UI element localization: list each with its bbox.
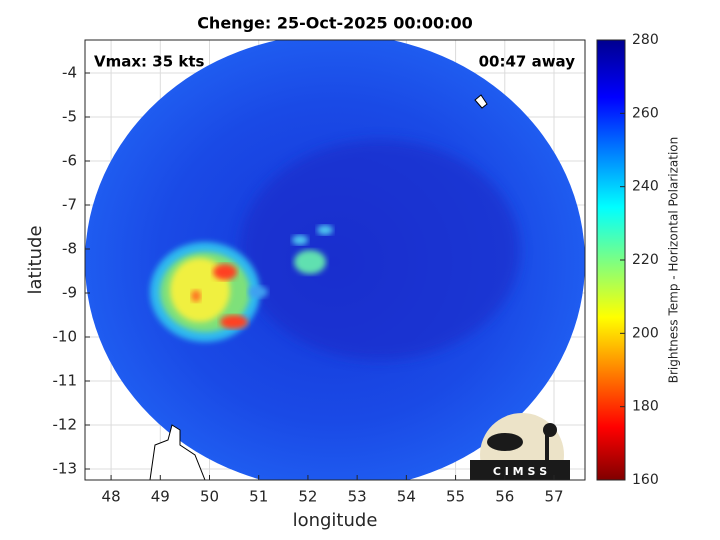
x-tick-label: 55 bbox=[446, 488, 465, 506]
y-tick-label: -10 bbox=[53, 328, 78, 346]
x-tick-label: 49 bbox=[151, 488, 170, 506]
y-tick-label: -8 bbox=[62, 240, 77, 258]
colorbar-tick-label: 260 bbox=[632, 105, 659, 121]
logo-text: C I M S S bbox=[493, 465, 547, 478]
colorbar-tick-label: 220 bbox=[632, 252, 659, 268]
cimss-logo: C I M S S bbox=[470, 413, 570, 480]
x-axis-label: longitude bbox=[293, 510, 378, 531]
title: Chenge: 25-Oct-2025 00:00:00 bbox=[197, 14, 473, 33]
y-tick-label: -7 bbox=[62, 196, 77, 214]
colorbar-tick-label: 180 bbox=[632, 399, 659, 415]
time-away-label: 00:47 away bbox=[479, 53, 576, 71]
x-tick-label: 48 bbox=[102, 488, 121, 506]
x-tick-label: 52 bbox=[298, 488, 317, 506]
x-tick-label: 51 bbox=[249, 488, 268, 506]
y-tick-label: -6 bbox=[62, 152, 77, 170]
x-tick-label: 50 bbox=[200, 488, 219, 506]
vmax-label: Vmax: 35 kts bbox=[94, 53, 204, 71]
colorbar-tick-label: 240 bbox=[632, 179, 659, 195]
y-tick-label: -5 bbox=[62, 108, 77, 126]
colorbar-tick-label: 160 bbox=[632, 472, 659, 488]
y-axis-label: latitude bbox=[25, 225, 46, 294]
y-tick-label: -11 bbox=[53, 372, 78, 390]
axes-box bbox=[84, 39, 586, 481]
x-tick-label: 54 bbox=[397, 488, 416, 506]
x-tick-label: 56 bbox=[495, 488, 514, 506]
y-tick-label: -9 bbox=[62, 284, 77, 302]
y-tick-label: -12 bbox=[53, 416, 78, 434]
x-tick-label: 57 bbox=[544, 488, 563, 506]
colorbar-tick-label: 200 bbox=[632, 325, 659, 341]
colorbar-label: Brightness Temp - Horizontal Polarizatio… bbox=[667, 137, 681, 384]
satellite-image: C I M S S bbox=[85, 40, 585, 480]
y-tick-label: -13 bbox=[53, 460, 78, 478]
colorbar-tick-label: 280 bbox=[632, 32, 659, 48]
y-tick-label: -4 bbox=[62, 64, 77, 82]
x-tick-label: 53 bbox=[348, 488, 367, 506]
